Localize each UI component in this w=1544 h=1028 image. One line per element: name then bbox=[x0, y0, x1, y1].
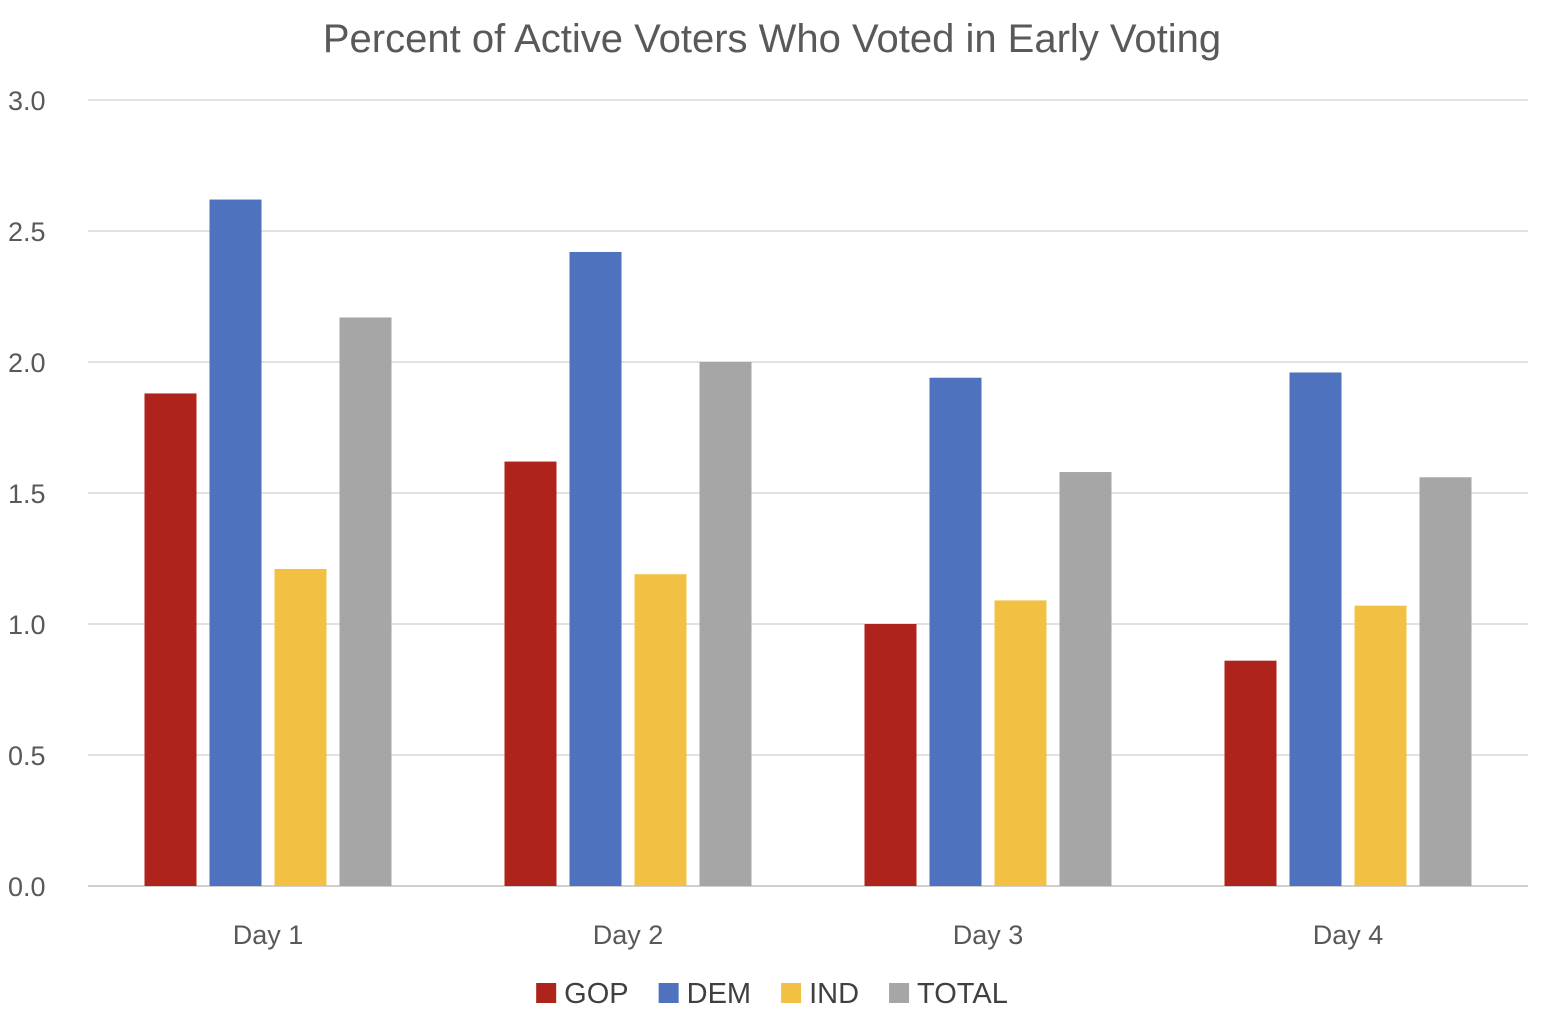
bar-dem-day-4 bbox=[1289, 372, 1342, 887]
bar-dem-day-1 bbox=[209, 199, 262, 886]
gridlines bbox=[88, 99, 1528, 887]
bar-ind-day-4 bbox=[1354, 605, 1407, 886]
x-tick-label: Day 3 bbox=[953, 920, 1024, 950]
legend-label-dem: DEM bbox=[687, 978, 751, 1010]
legend-swatch-ind bbox=[781, 983, 802, 1003]
y-axis-tick-labels: 0.0 0.5 1.0 1.5 2.0 2.5 3.0 bbox=[8, 86, 46, 902]
legend-label-ind: IND bbox=[809, 978, 859, 1010]
bar-gop-day-4 bbox=[1224, 660, 1277, 886]
bar-total-day-3 bbox=[1059, 472, 1112, 886]
y-tick-label: 0.0 bbox=[8, 872, 46, 902]
bar-ind-day-1 bbox=[274, 568, 327, 886]
bar-gop-day-1 bbox=[144, 393, 197, 886]
x-tick-label: Day 4 bbox=[1313, 920, 1384, 950]
y-tick-label: 1.5 bbox=[8, 479, 46, 509]
bar-dem-day-2 bbox=[569, 251, 622, 886]
bar-ind-day-3 bbox=[994, 600, 1047, 886]
legend-swatch-gop bbox=[536, 983, 557, 1003]
legend: GOP DEM IND TOTAL bbox=[536, 978, 1008, 1010]
bar-dem-day-3 bbox=[929, 377, 982, 886]
bar-total-day-1 bbox=[339, 317, 392, 887]
y-tick-label: 2.0 bbox=[8, 348, 46, 378]
bar-total-day-2 bbox=[699, 362, 752, 886]
bar-total-day-4 bbox=[1419, 477, 1472, 886]
y-tick-label: 3.0 bbox=[8, 86, 46, 116]
bar-ind-day-2 bbox=[634, 574, 687, 886]
y-tick-label: 1.0 bbox=[8, 610, 46, 640]
bars bbox=[144, 199, 1472, 887]
x-axis-tick-labels: Day 1 Day 2 Day 3 Day 4 bbox=[233, 920, 1384, 950]
legend-swatch-dem bbox=[658, 983, 679, 1003]
x-tick-label: Day 1 bbox=[233, 920, 304, 950]
y-tick-label: 2.5 bbox=[8, 217, 46, 247]
legend-label-total: TOTAL bbox=[917, 978, 1008, 1010]
bar-gop-day-3 bbox=[864, 624, 917, 886]
y-tick-label: 0.5 bbox=[8, 741, 46, 771]
x-tick-label: Day 2 bbox=[593, 920, 664, 950]
chart-title: Percent of Active Voters Who Voted in Ea… bbox=[323, 17, 1221, 61]
bar-gop-day-2 bbox=[504, 461, 557, 886]
legend-label-gop: GOP bbox=[564, 978, 628, 1010]
legend-swatch-total bbox=[889, 983, 910, 1003]
